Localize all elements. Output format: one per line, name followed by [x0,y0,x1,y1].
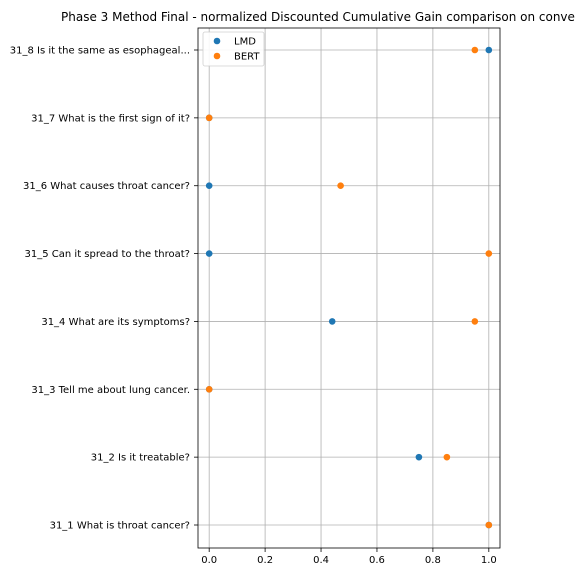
x-tick-label: 0.2 [257,555,273,566]
point-bert [471,46,479,54]
point-bert [485,521,493,529]
plot-frame [197,27,501,549]
point-lmd [205,182,213,190]
x-tick-label: 0.6 [369,555,385,566]
point-bert [205,114,213,122]
legend: LMD BERT [202,31,265,67]
point-bert [205,385,213,393]
point-bert [471,318,479,325]
point-bert [337,182,344,190]
y-tick-label: 31_2 Is it treatable? [91,453,190,464]
data-points [205,46,493,529]
point-lmd [485,46,493,54]
legend-marker-bert [213,52,221,60]
point-bert [443,453,451,461]
y-tick-label: 31_6 What causes throat cancer? [23,181,190,192]
y-tick-label: 31_3 Tell me about lung cancer. [31,385,190,396]
axes: 0.0 0.2 0.4 0.6 0.8 1.0 31_1 What is throat ca… [10,27,501,566]
point-bert [485,250,493,257]
y-tick-label: 31_4 What are its symptoms? [41,317,190,328]
x-tick-label: 0.8 [425,555,441,566]
x-tick-label: 0.4 [313,555,329,566]
point-lmd [328,318,336,325]
x-tick-label: 1.0 [481,555,497,566]
y-tick-label: 31_8 Is it the same as esophageal... [10,46,190,57]
grid [198,28,500,548]
y-tick-label: 31_7 What is the first sign of it? [31,113,190,124]
y-tick-label: 31_5 Can it spread to the throat? [25,249,190,260]
x-tick-label: 0.0 [201,555,217,566]
legend-label-lmd: LMD [234,37,256,48]
y-tick-label: 31_1 What is throat cancer? [50,521,190,532]
point-lmd [415,453,423,461]
chart-title: Phase 3 Method Final - normalized Discou… [61,10,575,24]
legend-marker-lmd [213,37,221,45]
legend-label-bert: BERT [234,52,260,63]
point-lmd [205,250,213,257]
